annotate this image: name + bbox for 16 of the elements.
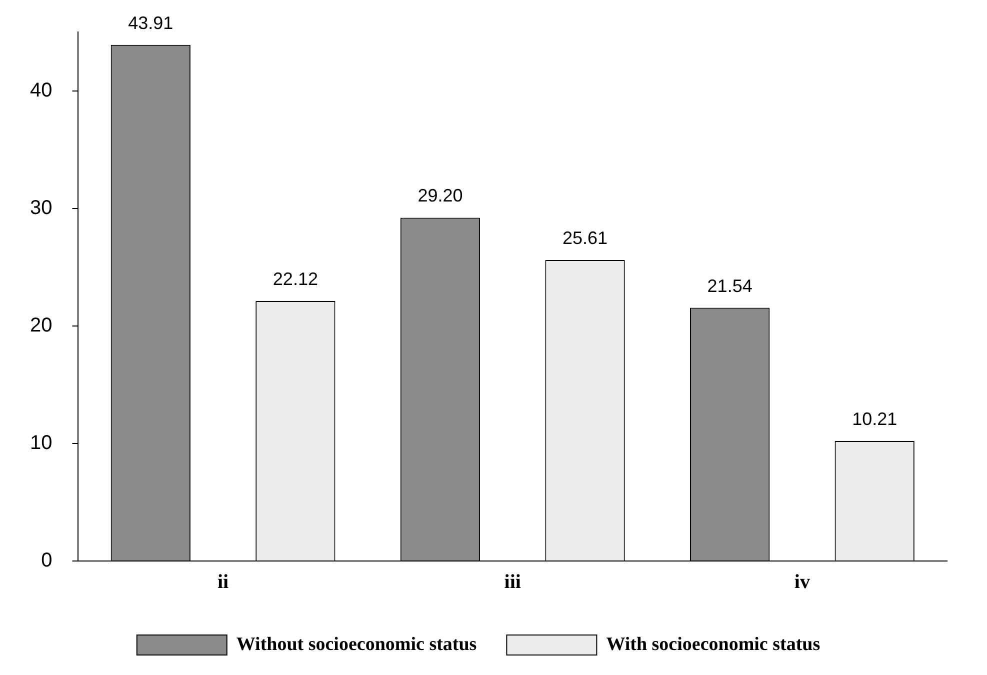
x-tick-label: iii (504, 571, 522, 594)
legend-label: Without socioeconomic status (236, 634, 477, 655)
text: 43.91 (128, 12, 174, 33)
text: 29.20 (418, 186, 463, 206)
x-tick-label: iv (794, 571, 810, 594)
x-tick-label: ii (217, 571, 230, 594)
text: 22.12 (272, 268, 318, 289)
legend-label: With socioeconomic status (606, 634, 820, 655)
y-tick-label: 40 (30, 79, 52, 102)
text: 25.61 (562, 228, 608, 248)
y-tick-label: 0 (41, 550, 52, 572)
text: 21.54 (707, 276, 752, 296)
y-tick-label: 20 (30, 314, 52, 336)
text: 10.21 (852, 408, 898, 429)
y-tick-label: 30 (30, 196, 52, 219)
y-tick-label: 10 (30, 432, 52, 454)
